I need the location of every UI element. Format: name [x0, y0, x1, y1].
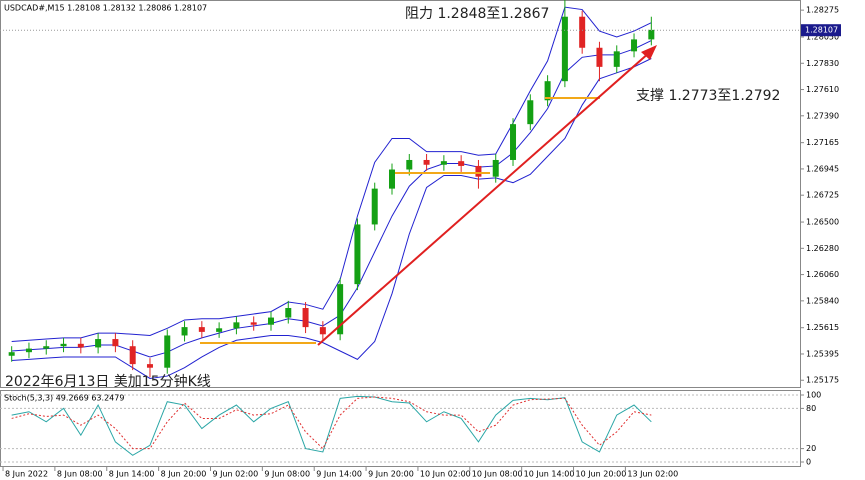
y-tick-label: 0 — [806, 458, 811, 467]
candle-body — [8, 352, 15, 356]
candle-body — [250, 322, 257, 325]
annotation: 2022年6月13日 美加15分钟K线 — [5, 373, 211, 390]
x-tick-label: 10 Jun 20:00 — [576, 470, 627, 479]
y-tick-label: 1.28050 — [806, 33, 839, 42]
candle-body — [337, 284, 344, 335]
indicator-title: Stoch(5,3,3) 49.2669 63.2479 — [4, 394, 124, 403]
candle-body — [458, 161, 465, 166]
stoch-panel — [0, 390, 801, 467]
main-panel — [0, 0, 801, 388]
y-tick-label: 80 — [806, 404, 816, 413]
y-tick-label: 1.26280 — [806, 244, 839, 253]
candle-body — [389, 169, 396, 189]
candle-body — [25, 348, 32, 353]
y-tick-label: 100 — [806, 391, 821, 400]
candle-body — [631, 39, 638, 52]
stoch-line — [11, 395, 652, 456]
candle-body — [613, 51, 620, 67]
candle-body — [43, 346, 50, 349]
x-tick-label: 8 Jun 2022 — [5, 470, 48, 479]
candle-body — [112, 339, 119, 347]
chart-header: USDCAD#,M15 1.28108 1.28132 1.28086 1.28… — [4, 4, 207, 13]
stoch-line — [11, 396, 652, 450]
candle-body — [544, 81, 551, 101]
y-tick-label: 1.26945 — [806, 164, 839, 173]
band-upper — [11, 6, 652, 342]
candle-body — [561, 16, 568, 82]
y-tick-label: 1.28275 — [806, 6, 839, 15]
candle-body — [596, 47, 603, 67]
y-tick-label: 1.26725 — [806, 191, 839, 200]
y-tick-label: 1.25840 — [806, 296, 839, 305]
candle-body — [648, 29, 655, 40]
candle-body — [95, 339, 102, 348]
candle-body — [527, 100, 534, 125]
candle-body — [181, 327, 188, 336]
y-tick-label: 1.25615 — [806, 323, 839, 332]
candle-body — [285, 308, 292, 318]
last-price-label: 1.28107 — [805, 26, 838, 35]
y-tick-label: 1.27165 — [806, 138, 839, 147]
candle-body — [198, 327, 205, 332]
band-lower — [11, 58, 652, 379]
candle-body — [423, 159, 430, 165]
candle-body — [60, 343, 67, 347]
candle-body — [319, 327, 326, 335]
x-tick-label: 9 Jun 14:00 — [316, 470, 362, 479]
x-tick-label: 10 Jun 14:00 — [524, 470, 575, 479]
annotation: 支撑 1.2773至1.2792 — [636, 88, 780, 104]
candle-body — [475, 165, 482, 177]
trend-arrow — [317, 51, 651, 346]
band-middle — [11, 40, 652, 358]
x-tick-label: 10 Jun 08:00 — [472, 470, 523, 479]
x-tick-label: 9 Jun 02:00 — [212, 470, 258, 479]
y-tick-label: 1.25395 — [806, 349, 839, 358]
annotation: 阻力 1.2848至1.2867 — [405, 6, 549, 22]
x-tick-label: 9 Jun 08:00 — [264, 470, 310, 479]
y-tick-label: 1.26500 — [806, 218, 839, 227]
candle-body — [579, 16, 586, 48]
y-tick-label: 1.25175 — [806, 376, 839, 385]
candle-body — [267, 317, 274, 325]
last-price-box — [801, 24, 841, 37]
x-tick-label: 8 Jun 14:00 — [109, 470, 155, 479]
candle-body — [216, 328, 223, 332]
candle-body — [354, 224, 361, 285]
y-tick-label: 1.27830 — [806, 59, 839, 68]
candle-body — [371, 188, 378, 225]
x-tick-label: 8 Jun 20:00 — [161, 470, 207, 479]
y-tick-label: 1.27610 — [806, 85, 839, 94]
x-tick-label: 8 Jun 08:00 — [57, 470, 103, 479]
x-tick-label: 13 Jun 02:00 — [627, 470, 678, 479]
y-tick-label: 1.27390 — [806, 111, 839, 120]
candle-body — [510, 124, 517, 160]
candle-body — [233, 322, 240, 329]
stoch-plot — [0, 394, 800, 463]
y-tick-label: 1.26060 — [806, 270, 839, 279]
candle-body — [146, 364, 153, 368]
candle-body — [302, 308, 309, 328]
x-tick-label: 10 Jun 02:00 — [420, 470, 471, 479]
candle-body — [77, 343, 84, 348]
candle-body — [406, 159, 413, 170]
y-tick-label: 20 — [806, 444, 816, 453]
candle-body — [492, 159, 499, 177]
candle-body — [440, 161, 447, 165]
main-plot — [0, 0, 800, 379]
arrow-head — [641, 45, 657, 60]
x-tick-label: 9 Jun 20:00 — [368, 470, 414, 479]
candle-body — [129, 346, 136, 365]
candle-body — [164, 335, 171, 368]
